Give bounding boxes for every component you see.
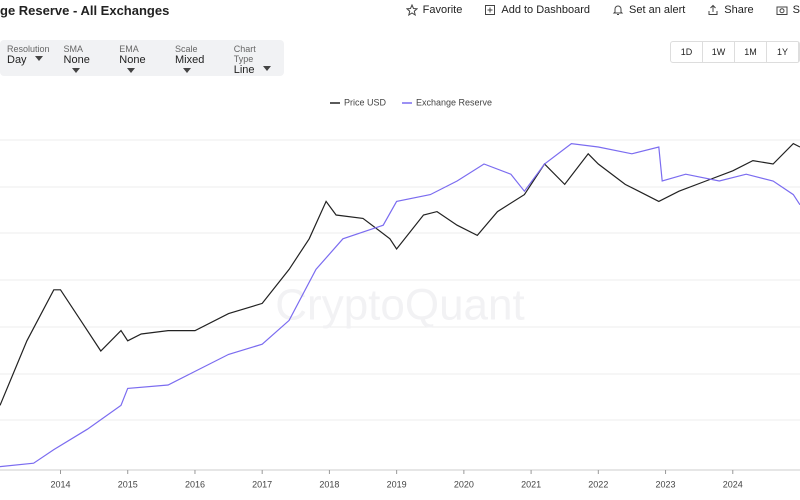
- x-tick-label: 2016: [185, 479, 205, 489]
- watermark: CryptoQuant: [275, 281, 524, 330]
- action-label: Share: [724, 4, 754, 16]
- action[interactable]: Add to Dashboard: [484, 4, 590, 16]
- x-tick-label: 2015: [118, 479, 138, 489]
- range-button[interactable]: 1Y: [767, 42, 799, 62]
- x-tick-label: 2020: [454, 479, 474, 489]
- page-title: ge Reserve - All Exchanges: [0, 3, 170, 18]
- range-button[interactable]: 1W: [703, 42, 735, 62]
- control[interactable]: Chart Type Line: [227, 40, 284, 76]
- legend-label: Exchange Reserve: [416, 97, 492, 107]
- control-label: Chart Type: [233, 44, 256, 64]
- control-value: Line: [234, 64, 277, 76]
- series-line: [0, 142, 800, 406]
- action-label: Add to Dashboard: [501, 4, 591, 16]
- control-label: Scale: [175, 44, 198, 54]
- x-tick-label: 2021: [521, 479, 541, 489]
- control[interactable]: Resolution Day: [0, 40, 57, 76]
- x-tick-label: 2024: [723, 479, 743, 489]
- control-value: None: [119, 54, 161, 78]
- control-value: None: [64, 54, 106, 78]
- icon: [612, 5, 624, 15]
- action[interactable]: Set an alert: [612, 4, 685, 16]
- range-button[interactable]: 1D: [671, 42, 703, 62]
- control[interactable]: Scale Mixed: [168, 40, 227, 76]
- action-label: Favorite: [422, 4, 463, 16]
- x-tick-label: 2022: [588, 479, 608, 489]
- x-tick-label: 2019: [387, 479, 407, 489]
- control[interactable]: EMA None: [112, 40, 168, 76]
- control-label: SMA: [63, 44, 84, 54]
- action-label: Set an alert: [629, 4, 686, 16]
- action[interactable]: Share: [707, 4, 754, 16]
- icon: [776, 6, 788, 15]
- actions: Favorite Add to Dashboard Set an alert S…: [405, 4, 800, 16]
- controls: Resolution Day SMA None EMA None Scale Mixed Cha…: [0, 40, 284, 76]
- action[interactable]: Favorite: [405, 4, 463, 16]
- series-line: [0, 142, 800, 468]
- control-label: Resolution: [7, 44, 50, 54]
- legend-label: Price USD: [344, 97, 387, 107]
- range-button[interactable]: 1M: [735, 42, 767, 62]
- x-tick-label: 2017: [252, 479, 272, 489]
- x-tick-label: 2018: [319, 479, 339, 489]
- control-value: Day: [7, 54, 50, 66]
- control[interactable]: SMA None: [57, 40, 113, 76]
- icon: [485, 5, 496, 15]
- action[interactable]: S: [776, 4, 800, 16]
- action-label: S: [792, 4, 800, 16]
- control-label: EMA: [119, 44, 139, 54]
- control-value: Mixed: [175, 54, 220, 78]
- x-tick-label: 2014: [50, 479, 70, 489]
- icon: [708, 4, 718, 15]
- grid: [0, 139, 800, 471]
- x-tick-label: 2023: [656, 479, 676, 489]
- icon: [405, 4, 418, 16]
